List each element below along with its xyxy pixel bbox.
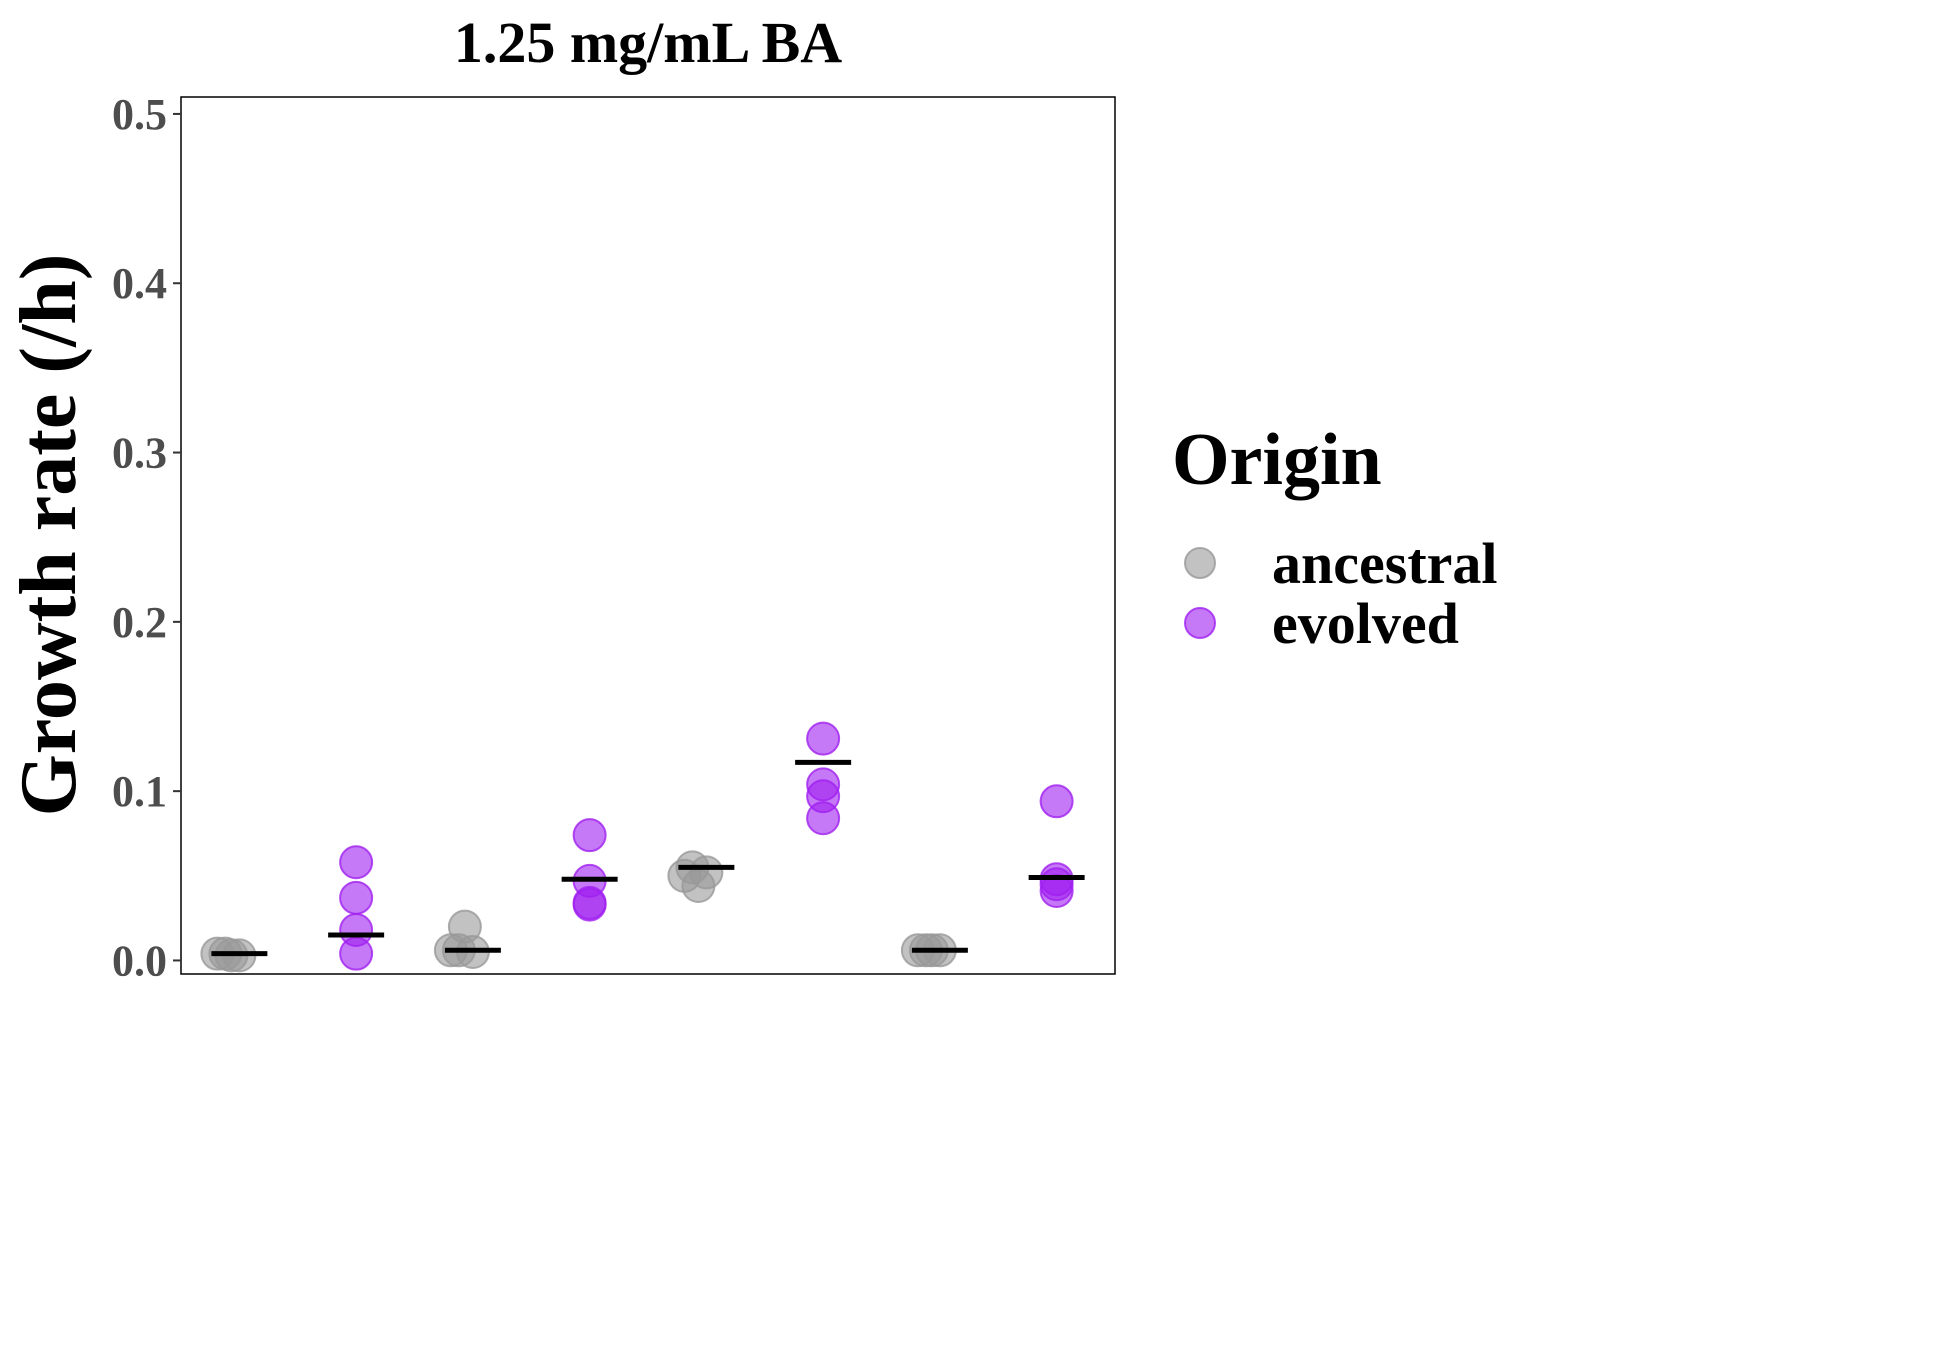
mean-markers bbox=[211, 759, 1085, 957]
legend-label-ancestral: ancestral bbox=[1272, 531, 1498, 596]
plot-panel bbox=[180, 96, 1116, 975]
legend-label-evolved: evolved bbox=[1272, 591, 1459, 656]
y-axis: 0.0 0.1 0.2 0.3 0.4 0.5 bbox=[112, 90, 181, 985]
data-point-evolved bbox=[806, 721, 841, 756]
legend-title: Origin bbox=[1172, 419, 1382, 501]
chart-title: 1.25 mg/mL BA bbox=[454, 10, 842, 75]
data-point-evolved bbox=[806, 801, 841, 836]
y-tick-label: 0.1 bbox=[112, 767, 167, 816]
data-point-evolved bbox=[1039, 784, 1074, 819]
y-tick-label: 0.3 bbox=[112, 429, 167, 478]
chart: 1.25 mg/mL BA Growth rate (/h) 0.0 0.1 0.2… bbox=[5, 10, 1498, 985]
data-point-evolved bbox=[339, 880, 374, 915]
y-axis-label: Growth rate (/h) bbox=[5, 254, 93, 817]
legend-key-ancestral bbox=[1184, 547, 1216, 579]
y-tick-label: 0.5 bbox=[112, 90, 167, 139]
y-tick-label: 0.2 bbox=[112, 598, 167, 647]
data-point-evolved bbox=[572, 818, 607, 853]
data-point-evolved bbox=[572, 887, 607, 922]
data-point-evolved bbox=[339, 936, 374, 971]
data-point-ancestral bbox=[681, 868, 716, 903]
legend-key-evolved bbox=[1184, 607, 1216, 639]
data-point-evolved bbox=[339, 845, 374, 880]
y-tick-label: 0.4 bbox=[112, 259, 167, 308]
y-tick-label: 0.0 bbox=[112, 936, 167, 985]
